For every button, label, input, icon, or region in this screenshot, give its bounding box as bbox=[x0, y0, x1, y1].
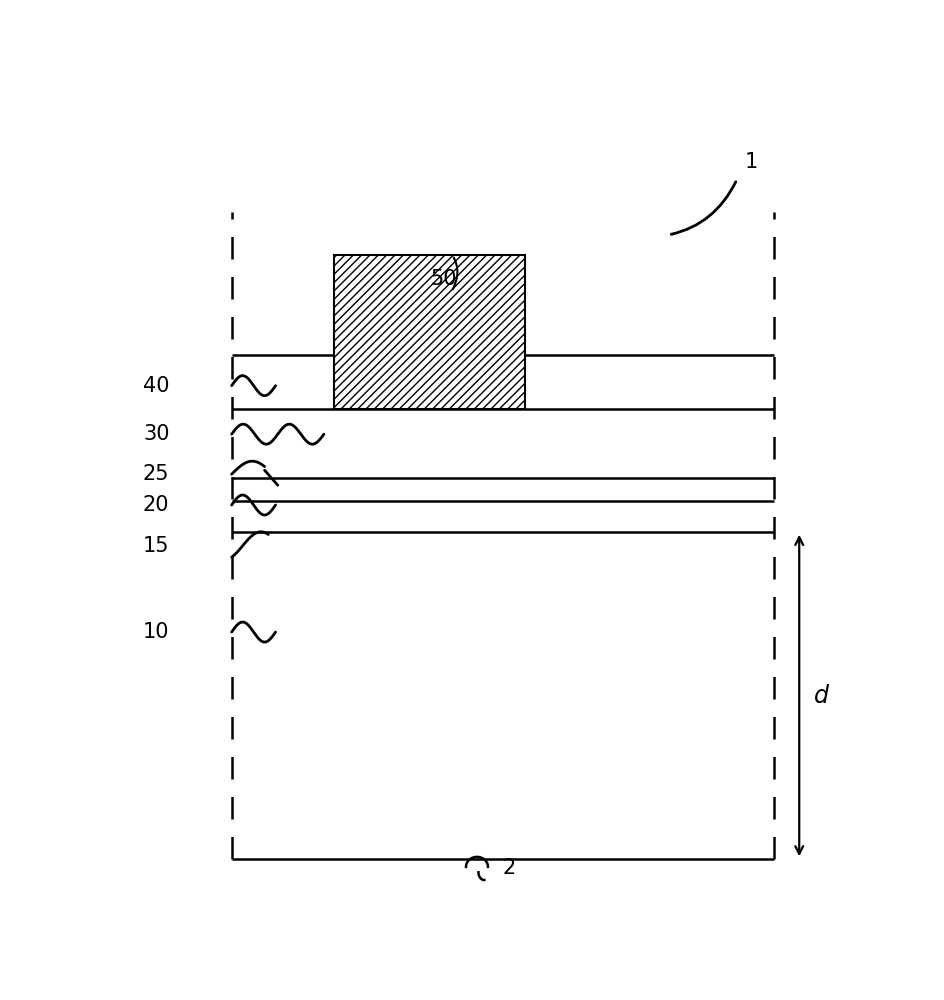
Bar bbox=[334, 255, 524, 409]
Text: 25: 25 bbox=[143, 464, 169, 484]
Text: 20: 20 bbox=[143, 495, 169, 515]
FancyArrowPatch shape bbox=[671, 182, 735, 234]
Text: 50: 50 bbox=[430, 269, 457, 289]
Text: 10: 10 bbox=[143, 622, 169, 642]
Text: 40: 40 bbox=[143, 376, 169, 396]
Text: 2: 2 bbox=[502, 858, 515, 878]
Text: 1: 1 bbox=[744, 152, 757, 172]
Text: 30: 30 bbox=[143, 424, 169, 444]
Text: d: d bbox=[813, 684, 828, 708]
FancyArrowPatch shape bbox=[452, 258, 457, 289]
Text: 15: 15 bbox=[143, 536, 169, 556]
